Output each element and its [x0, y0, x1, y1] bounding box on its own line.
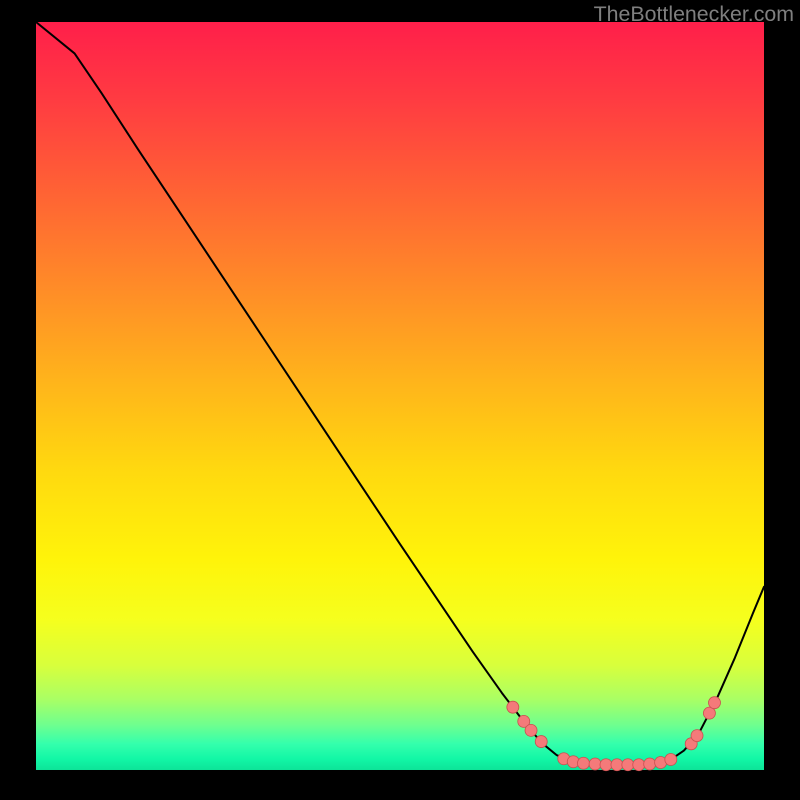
marker-dot: [525, 724, 537, 736]
marker-dot: [577, 757, 589, 769]
plot-background-gradient: [36, 22, 764, 770]
marker-dot: [535, 736, 547, 748]
marker-dot: [709, 697, 721, 709]
marker-dot: [600, 759, 612, 771]
marker-dot: [589, 758, 601, 770]
bottleneck-chart: [0, 0, 800, 800]
marker-dot: [507, 701, 519, 713]
marker-dot: [691, 730, 703, 742]
chart-stage: TheBottlenecker.com: [0, 0, 800, 800]
marker-dot: [611, 759, 623, 771]
marker-dot: [644, 758, 656, 770]
marker-dot: [622, 759, 634, 771]
marker-dot: [665, 754, 677, 766]
marker-dot: [633, 759, 645, 771]
